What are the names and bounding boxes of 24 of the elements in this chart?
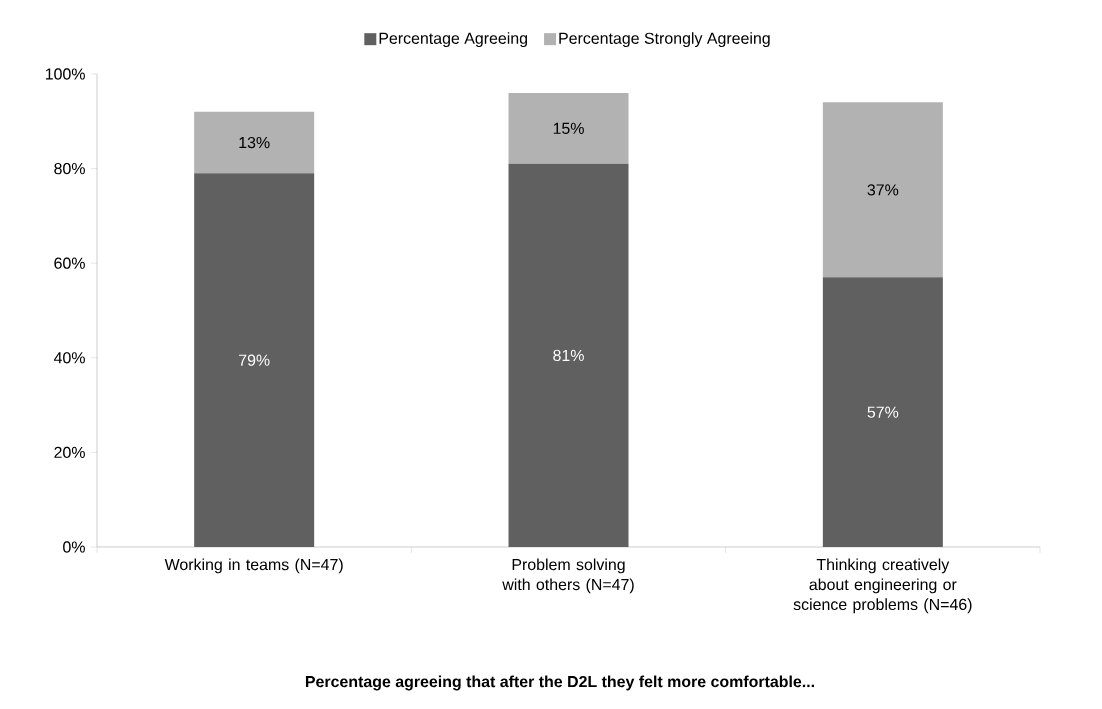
data-label: 57%	[867, 406, 899, 418]
bar	[508, 163, 629, 547]
y-tick-label: 100%	[45, 68, 85, 80]
bar	[508, 92, 629, 164]
text: Percentage agreeing that after the D2L they felt more comfortable...	[305, 675, 814, 691]
x-tick-label: Problem solving with others (N=47)	[502, 558, 634, 594]
y-tick-label: 80%	[54, 162, 85, 175]
data-label: 15%	[553, 122, 584, 134]
data-label: 81%	[553, 349, 584, 362]
legend-label: Percentage Strongly Agreeing	[559, 32, 770, 48]
y-tick-label: 20%	[54, 446, 85, 459]
y-tick-label: 60%	[54, 257, 85, 269]
y-tick-label: 0%	[63, 541, 85, 553]
bar	[822, 102, 943, 278]
x-tick-label: Thinking creatively about engineering or science problems (N=46)	[793, 558, 972, 614]
data-label: 37%	[867, 184, 899, 196]
legend-label: Percentage Agreeing	[379, 32, 527, 48]
x-tick-label: Working in teams (N=47)	[164, 558, 343, 574]
bar	[194, 173, 315, 547]
bar	[822, 277, 943, 547]
data-label: 79%	[239, 354, 270, 366]
data-label: 13%	[239, 136, 270, 149]
y-tick-label: 40%	[53, 352, 85, 364]
bar	[194, 111, 315, 174]
